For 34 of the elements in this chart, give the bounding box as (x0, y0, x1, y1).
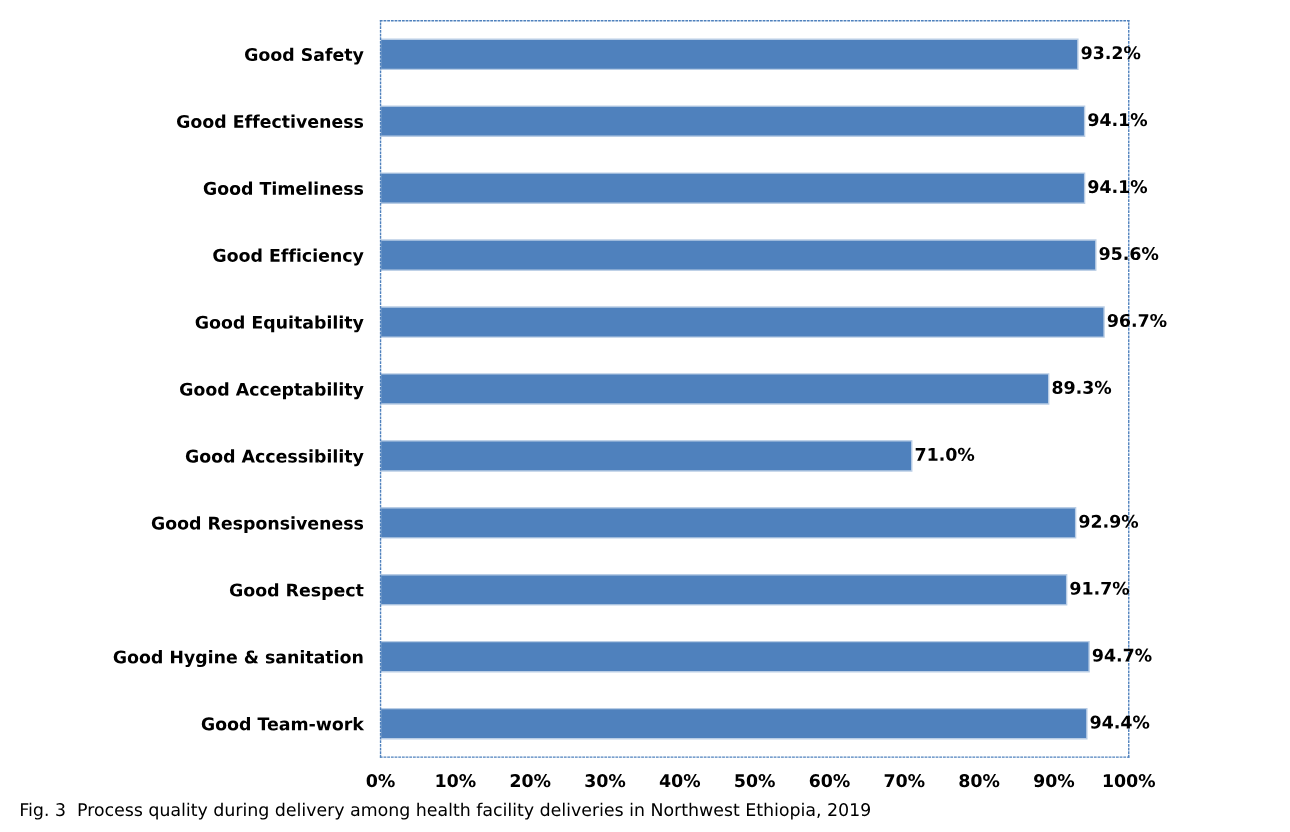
y-tick-label: Good Respect (229, 583, 364, 600)
x-tick-label: 20% (510, 774, 551, 788)
data-label: 94.1% (1088, 113, 1148, 127)
y-tick-label: Good Safety (245, 47, 364, 65)
x-tick-label: 50% (735, 774, 775, 788)
y-tick-label: Good Efficiency (213, 248, 364, 266)
data-label: 94.7% (1092, 648, 1152, 662)
y-tick-label: Good Timeliness (203, 181, 364, 195)
data-label: 96.7% (1107, 313, 1167, 328)
x-tick-label: 70% (884, 774, 925, 788)
x-tick-label: 30% (585, 774, 626, 788)
y-tick-label: Good Team-work (201, 717, 365, 731)
caption: Fig. 3 Process quality during delivery among health facility deliveries in Northwest Ethiopia, 2019 (21, 802, 871, 820)
y-tick-label: Good Acceptability (180, 382, 364, 400)
data-label: 92.9% (1079, 514, 1139, 528)
data-label: 94.1% (1088, 180, 1148, 194)
data-label: 71.0% (915, 447, 975, 461)
x-tick-label: 0% (366, 774, 395, 788)
data-label: 94.4% (1090, 715, 1150, 729)
data-label: 93.2% (1081, 46, 1141, 60)
x-tick-label: 10% (436, 774, 476, 788)
x-tick-label: 100% (1103, 774, 1156, 788)
x-tick-label: 60% (809, 774, 850, 788)
x-tick-label: 40% (659, 774, 701, 788)
x-tick-label: 80% (959, 774, 1000, 788)
y-tick-label: Good Accessibility (185, 449, 364, 467)
y-tick-label: Good Equitability (195, 315, 364, 333)
data-label: 89.3% (1052, 380, 1112, 394)
x-tick-label: 90% (1034, 774, 1075, 788)
y-tick-label: Good Effectiveness (177, 114, 364, 129)
data-label: 91.7% (1070, 581, 1130, 595)
y-tick-label: Good Hygine & sanitation (113, 650, 363, 668)
y-tick-label: Good Responsiveness (151, 516, 364, 534)
data-label: 95.6% (1099, 246, 1159, 261)
